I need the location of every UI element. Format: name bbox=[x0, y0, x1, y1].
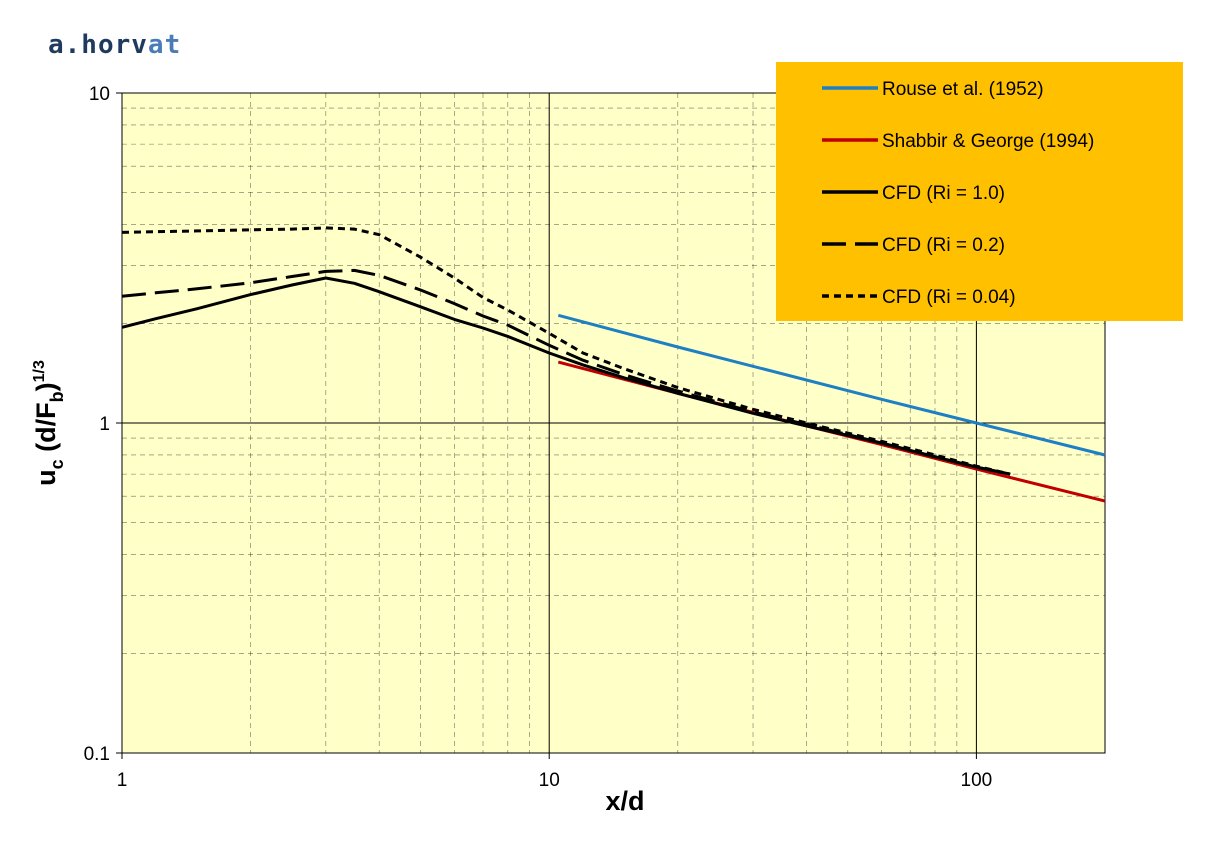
y-axis-title-mid: (d/F bbox=[31, 402, 61, 459]
legend-label-shabbir-george-1994: Shabbir & George (1994) bbox=[882, 131, 1094, 152]
x-tick-labels: 1 10 100 bbox=[117, 770, 993, 791]
y-axis-title-tail: ) bbox=[31, 382, 61, 391]
legend-items: Rouse et al. (1952) Shabbir & George (199… bbox=[822, 79, 1094, 308]
y-axis-title-sub2: b bbox=[47, 391, 67, 402]
x-axis-title: x/d bbox=[605, 786, 644, 816]
legend-label-cfd-ri-0-2: CFD (Ri = 0.2) bbox=[882, 235, 1005, 256]
legend-label-rouse-et-al-1952: Rouse et al. (1952) bbox=[882, 79, 1044, 100]
y-tick-label: 0.1 bbox=[84, 744, 110, 765]
series-layer bbox=[121, 226, 1106, 503]
series-line-cfd-ri-0-2 bbox=[121, 268, 1011, 476]
x-tick-label: 1 bbox=[117, 770, 128, 791]
y-tick-labels: 0.1 1 10 bbox=[84, 84, 110, 765]
x-tick-label: 10 bbox=[539, 770, 560, 791]
legend-label-cfd-ri-1-0: CFD (Ri = 1.0) bbox=[882, 183, 1005, 204]
series-line-cfd-ri-1-0 bbox=[121, 276, 1011, 476]
legend-label-cfd-ri-0-04: CFD (Ri = 0.04) bbox=[882, 287, 1016, 308]
brand-logo: a.horvat bbox=[48, 30, 181, 60]
brand-logo-part1: a.horv bbox=[48, 30, 148, 60]
y-tick-label: 1 bbox=[99, 414, 110, 435]
y-axis-title-sup: 1/3 bbox=[31, 360, 48, 382]
y-tick-label: 10 bbox=[89, 84, 110, 105]
y-axis-title-sub1: c bbox=[47, 459, 67, 469]
series-line-rouse-et-al-1952 bbox=[557, 313, 1106, 457]
series-line-cfd-ri-0-04 bbox=[121, 226, 1011, 476]
x-tick-label: 100 bbox=[961, 770, 993, 791]
brand-logo-part2: at bbox=[147, 30, 182, 60]
legend: Rouse et al. (1952) Shabbir & George (199… bbox=[776, 62, 1183, 321]
y-axis-title-base: u bbox=[31, 469, 61, 486]
y-axis-title: uc (d/Fb)1/3 bbox=[31, 360, 67, 486]
axis-ticks bbox=[116, 92, 977, 759]
